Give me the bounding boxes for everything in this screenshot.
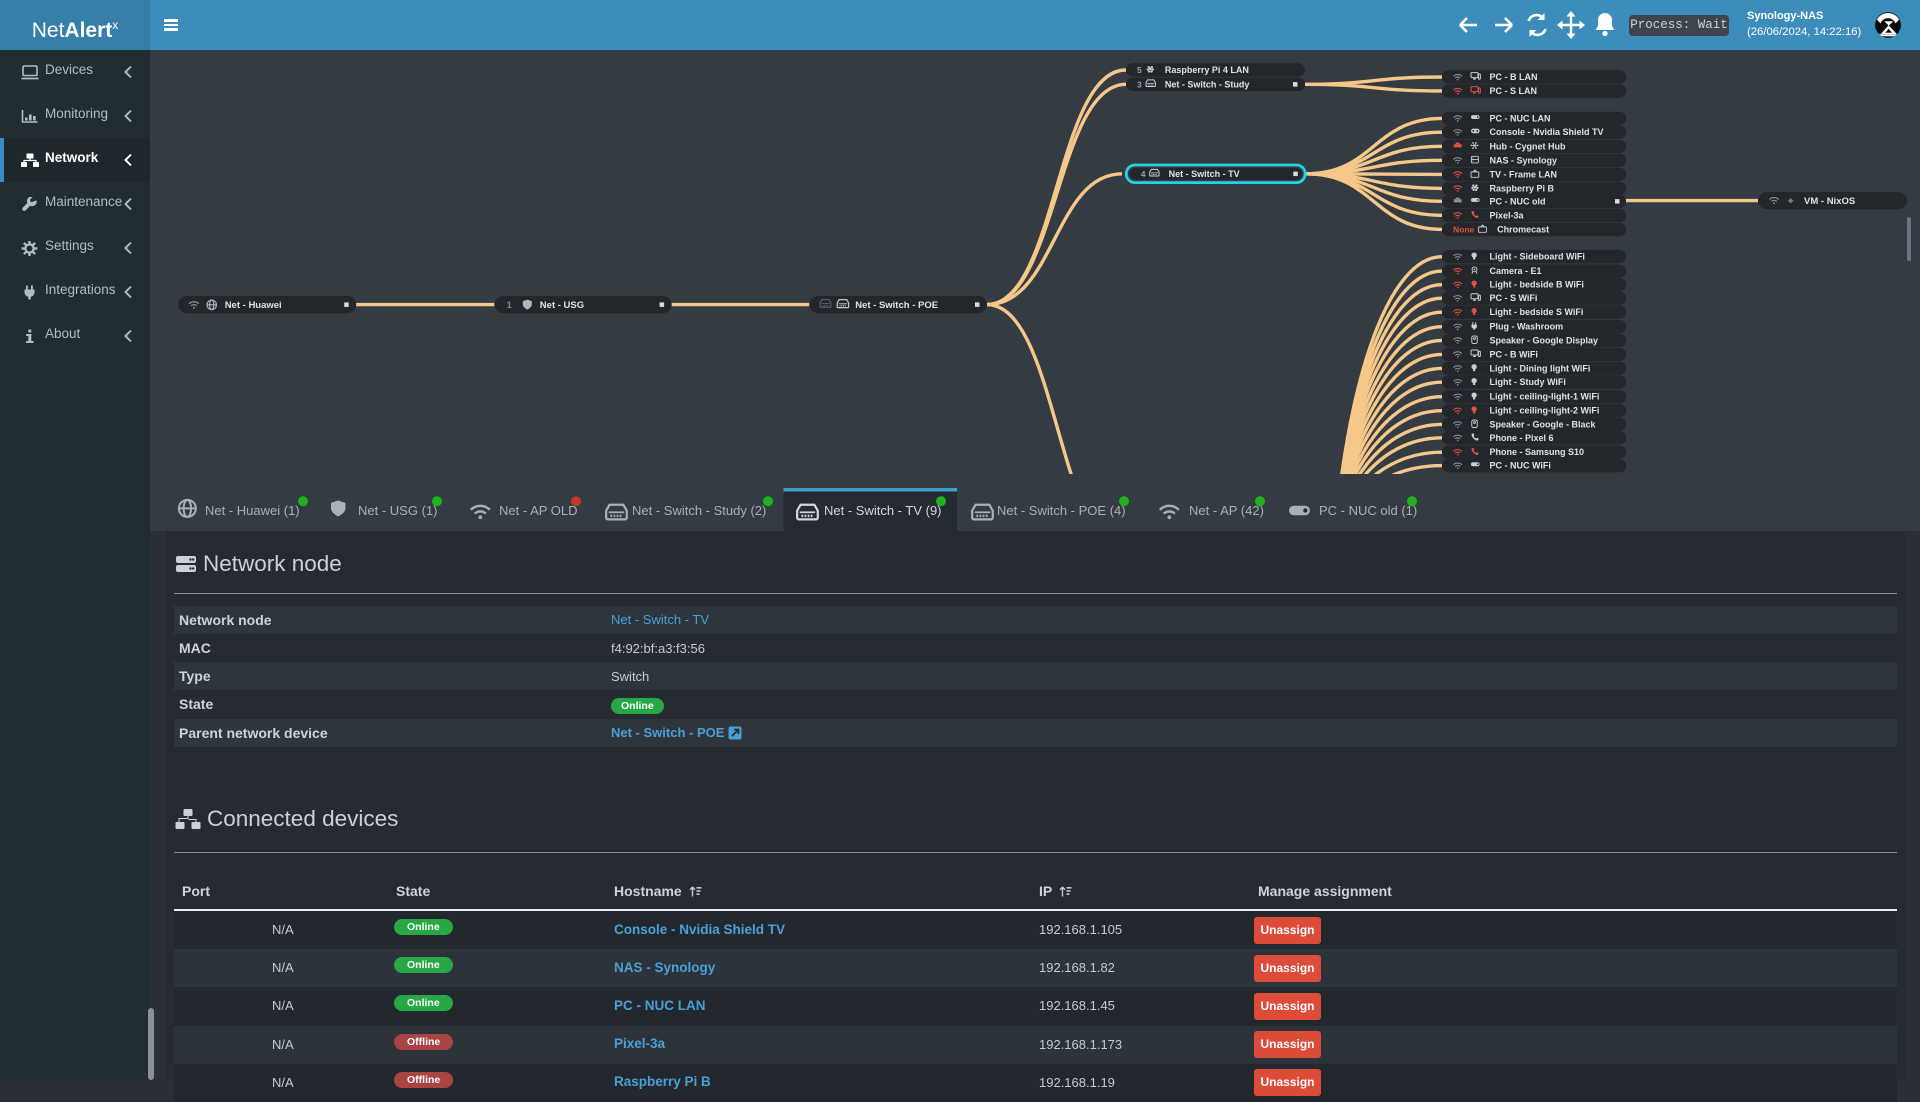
svg-text:PC - B LAN: PC - B LAN <box>1490 72 1538 82</box>
svg-text:5: 5 <box>1137 65 1142 75</box>
svg-text:Raspberry Pi 4 LAN: Raspberry Pi 4 LAN <box>1165 65 1249 75</box>
svg-text:Speaker - Google - Black: Speaker - Google - Black <box>1490 419 1597 429</box>
svg-text:Net - USG: Net - USG <box>540 300 584 311</box>
svg-text:Raspberry Pi B: Raspberry Pi B <box>1490 183 1555 193</box>
svg-text:Net - USG (1): Net - USG (1) <box>358 503 437 518</box>
svg-text:TV - Frame LAN: TV - Frame LAN <box>1490 169 1558 179</box>
svg-text:Light - bedside B WiFi: Light - bedside B WiFi <box>1490 280 1584 290</box>
svg-text:Net - Huawei (1): Net - Huawei (1) <box>205 503 300 518</box>
svg-text:Phone - Samsung S10: Phone - Samsung S10 <box>1490 447 1585 457</box>
svg-text:Phone - Pixel 6: Phone - Pixel 6 <box>1490 433 1554 443</box>
svg-text:Net - AP OLD: Net - AP OLD <box>499 503 578 518</box>
svg-text:4: 4 <box>1141 169 1146 179</box>
svg-text:Net - Switch - Study: Net - Switch - Study <box>1165 79 1250 89</box>
svg-text:PC - NUC old: PC - NUC old <box>1490 196 1546 206</box>
svg-text:PC - S WiFi: PC - S WiFi <box>1490 293 1538 303</box>
svg-text:Net - Switch - POE: Net - Switch - POE <box>855 300 938 311</box>
svg-text:PC - B WiFi: PC - B WiFi <box>1490 349 1538 359</box>
svg-text:PC - NUC WiFi: PC - NUC WiFi <box>1490 461 1551 471</box>
svg-text:VM - NixOS: VM - NixOS <box>1804 196 1855 207</box>
svg-text:⌖: ⌖ <box>1787 196 1794 207</box>
svg-text:NAS - Synology: NAS - Synology <box>1490 155 1558 165</box>
svg-text:Chromecast: Chromecast <box>1497 224 1549 234</box>
svg-text:Light - Dining light WiFi: Light - Dining light WiFi <box>1490 363 1591 373</box>
svg-text:Camera - E1: Camera - E1 <box>1490 266 1542 276</box>
svg-text:PC - NUC LAN: PC - NUC LAN <box>1490 113 1551 123</box>
svg-text:Net - Huawei: Net - Huawei <box>225 300 282 311</box>
svg-text:None: None <box>1453 224 1475 234</box>
svg-text:Light - Sideboard WiFi: Light - Sideboard WiFi <box>1490 252 1585 262</box>
svg-text:3: 3 <box>1137 79 1142 89</box>
svg-text:Light - Study WiFi: Light - Study WiFi <box>1490 377 1566 387</box>
svg-text:Net - AP (42): Net - AP (42) <box>1189 503 1264 518</box>
svg-text:Light - bedside S WiFi: Light - bedside S WiFi <box>1490 307 1584 317</box>
svg-text:Light - ceiling-light-2 WiFi: Light - ceiling-light-2 WiFi <box>1490 406 1600 416</box>
svg-text:Pixel-3a: Pixel-3a <box>1490 210 1525 220</box>
svg-text:1: 1 <box>507 300 513 311</box>
svg-text:Hub - Cygnet Hub: Hub - Cygnet Hub <box>1490 141 1566 151</box>
svg-text:Net - Switch - TV: Net - Switch - TV <box>1169 169 1240 179</box>
svg-text:Console - Nvidia Shield TV: Console - Nvidia Shield TV <box>1490 127 1604 137</box>
svg-text:Speaker - Google Display: Speaker - Google Display <box>1490 335 1599 345</box>
svg-text:Light - ceiling-light-1 WiFi: Light - ceiling-light-1 WiFi <box>1490 392 1600 402</box>
svg-text:Net - Switch - Study (2): Net - Switch - Study (2) <box>632 503 766 518</box>
svg-text:Net - Switch - TV (9): Net - Switch - TV (9) <box>824 503 942 518</box>
svg-text:PC - S LAN: PC - S LAN <box>1490 86 1538 96</box>
svg-text:PC - NUC old (1): PC - NUC old (1) <box>1319 503 1417 518</box>
svg-text:Net - Switch - POE (4): Net - Switch - POE (4) <box>997 503 1126 518</box>
svg-text:Plug - Washroom: Plug - Washroom <box>1490 322 1564 332</box>
